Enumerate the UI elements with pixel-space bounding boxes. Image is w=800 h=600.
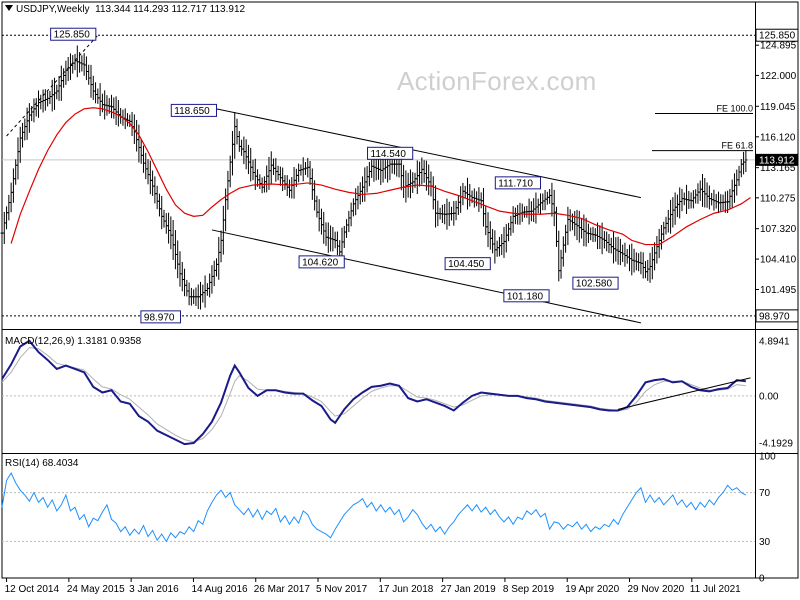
level-label: 98.970 bbox=[759, 311, 790, 322]
price-tick-label: 107.320 bbox=[760, 224, 797, 235]
price-label-box bbox=[298, 255, 345, 269]
rsi-title: RSI(14) bbox=[5, 458, 40, 469]
x-tick-label: 11 Jul 2021 bbox=[690, 584, 741, 595]
price-tick-label: 119.045 bbox=[760, 102, 796, 113]
x-tick-label: 26 Mar 2017 bbox=[254, 584, 311, 595]
outer-frame bbox=[1, 1, 799, 579]
ohlc-values: 113.344 114.293 112.717 113.912 bbox=[95, 4, 246, 15]
price-label-box bbox=[494, 176, 542, 190]
x-tick-label: 3 Jan 2016 bbox=[129, 584, 179, 595]
price-label-box bbox=[503, 289, 550, 303]
price-label-box bbox=[572, 276, 619, 290]
current-price-box bbox=[756, 153, 798, 166]
fib-label: FE 100.0 bbox=[716, 104, 753, 114]
fib-label: FE 61.8 bbox=[721, 141, 753, 151]
x-tick-label: 12 Oct 2014 bbox=[5, 584, 60, 595]
price-bars bbox=[0, 45, 748, 310]
macd-values: 1.3181 0.9358 bbox=[77, 336, 142, 347]
x-tick-label: 17 Jun 2018 bbox=[378, 584, 433, 595]
price-label: 118.650 bbox=[174, 106, 210, 117]
price-label: 101.180 bbox=[507, 291, 544, 302]
price-label: 98.970 bbox=[144, 312, 175, 323]
rsi-values: 68.4034 bbox=[42, 458, 79, 469]
rsi-tick-label: 0 bbox=[759, 574, 765, 585]
x-tick-label: 14 Aug 2016 bbox=[191, 584, 248, 595]
level-label-box bbox=[755, 28, 799, 42]
timeframe: Weekly bbox=[56, 4, 90, 15]
macd-header: MACD(12,26,9) 1.3181 0.9358 bbox=[5, 336, 141, 347]
price-tick-label: 116.120 bbox=[760, 132, 796, 143]
symbol-name: USDJPY bbox=[16, 4, 55, 15]
price-label: 104.450 bbox=[448, 259, 485, 270]
price-label: 104.620 bbox=[302, 257, 339, 268]
price-tick-label: 101.495 bbox=[760, 285, 797, 296]
price-label: 111.710 bbox=[498, 178, 533, 189]
price-tick-label: 124.895 bbox=[760, 41, 797, 52]
macd-tick-label: -4.1929 bbox=[759, 438, 793, 449]
macd-title: MACD(12,26,9) bbox=[5, 336, 75, 347]
watermark: ActionForex.com bbox=[397, 66, 597, 96]
x-tick-label: 29 Nov 2020 bbox=[628, 584, 685, 595]
rsi-line bbox=[1, 472, 747, 543]
macd-tick-label: 4.8941 bbox=[759, 336, 790, 347]
price-tick-label: 122.000 bbox=[760, 71, 797, 82]
x-tick-label: 24 May 2015 bbox=[67, 584, 125, 595]
rsi-tick-label: 100 bbox=[759, 452, 776, 463]
dropdown-arrow-icon[interactable] bbox=[5, 5, 13, 11]
rsi-tick-label: 30 bbox=[759, 537, 771, 548]
channel-lower-line bbox=[211, 229, 642, 324]
price-tick-label: 113.165 bbox=[760, 163, 796, 174]
macd-trendline bbox=[617, 377, 751, 410]
macd-tick-label: 0.00 bbox=[759, 391, 779, 402]
price-label-box bbox=[444, 257, 491, 271]
x-tick-label: 5 Nov 2017 bbox=[316, 584, 368, 595]
level-label: 125.850 bbox=[759, 31, 796, 42]
price-tick-label: 110.275 bbox=[760, 193, 796, 204]
price-label-box bbox=[50, 27, 97, 41]
rsi-header: RSI(14) 68.4034 bbox=[5, 458, 78, 469]
price-label: 125.850 bbox=[54, 30, 91, 41]
price-label-box bbox=[367, 146, 414, 160]
rsi-tick-label: 70 bbox=[759, 488, 771, 499]
channel-upper-line bbox=[216, 108, 642, 199]
x-tick-label: 19 Apr 2020 bbox=[565, 584, 619, 595]
price-tick-label: 104.410 bbox=[760, 255, 797, 266]
price-label-box bbox=[170, 103, 217, 117]
chart-header: USDJPY,Weekly 113.344 114.293 112.717 11… bbox=[5, 4, 245, 15]
macd-line bbox=[1, 339, 746, 446]
price-label-box bbox=[140, 310, 182, 324]
current-price-label: 113.912 bbox=[759, 155, 795, 166]
level-label-box bbox=[755, 309, 799, 323]
x-tick-label: 27 Jan 2019 bbox=[441, 584, 496, 595]
macd-signal-line bbox=[1, 347, 746, 443]
moving-average-line bbox=[10, 107, 751, 246]
price-label: 114.540 bbox=[371, 149, 407, 160]
x-tick-label: 8 Sep 2019 bbox=[503, 584, 555, 595]
price-label: 102.580 bbox=[576, 279, 613, 290]
